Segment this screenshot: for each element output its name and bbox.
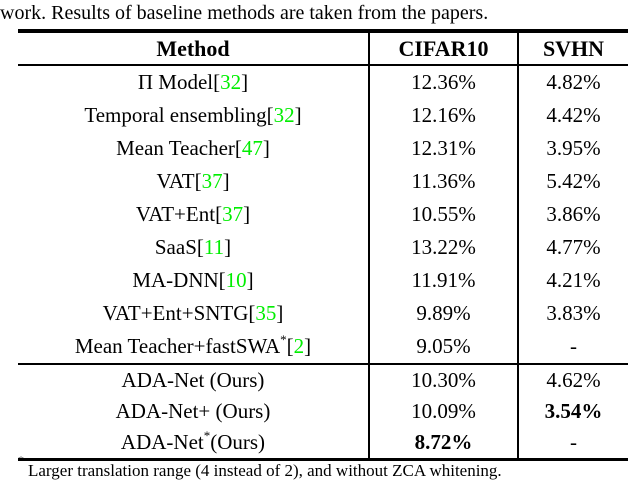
table-row: SaaS [11] 13.22% 4.77% <box>18 231 628 264</box>
method-label: Mean Teacher+fastSWA <box>74 334 281 358</box>
svhn-value-cell: - <box>517 427 628 458</box>
cifar10-value-cell: 8.72% <box>368 427 517 458</box>
method-label: [ <box>194 169 202 193</box>
table-row: VAT+Ent+SNTG [35] 9.89% 3.83% <box>18 297 628 330</box>
svhn-value-cell: 4.62% <box>517 365 628 396</box>
method-cell: ADA-Net * (Ours) <box>120 427 266 455</box>
method-cell: SaaS [11] <box>18 231 368 264</box>
cifar10-value-cell: 9.05% <box>368 330 517 363</box>
method-label: ] <box>224 235 232 259</box>
svhn-value-cell: 3.95% <box>517 132 628 165</box>
results-table: Method CIFAR10 SVHN Π Model [32] 12.36% … <box>18 29 628 461</box>
table-row: VAT [37] 11.36% 5.42% <box>18 165 628 198</box>
svhn-value-cell: 5.42% <box>517 165 628 198</box>
table-row: Mean Teacher[47] 12.31% 3.95% <box>18 132 628 165</box>
cifar10-value-cell: 9.89% <box>368 297 517 330</box>
citation-link[interactable]: 47 <box>241 136 263 160</box>
method-label: VAT <box>156 169 195 193</box>
cifar10-value-cell: 12.16% <box>368 99 517 132</box>
method-cell: ADA-Net+ (Ours) <box>18 396 368 427</box>
method-label: ] <box>262 136 270 160</box>
citation-link[interactable]: 37 <box>222 202 244 226</box>
citation-link[interactable]: 37 <box>201 169 223 193</box>
col-header-cifar10: CIFAR10 <box>368 33 517 64</box>
cifar10-value-cell: 12.31% <box>368 132 517 165</box>
cifar10-value-cell: 12.36% <box>368 66 517 99</box>
table-row: Mean Teacher+fastSWA * [2] 9.05% - <box>18 330 628 363</box>
col-header-svhn: SVHN <box>517 33 628 64</box>
method-label: Π Model <box>137 70 214 94</box>
table-row: Π Model [32] 12.36% 4.82% <box>18 66 628 99</box>
svhn-value-cell: 4.82% <box>517 66 628 99</box>
method-label: VAT+Ent <box>135 202 216 226</box>
method-cell: ADA-Net (Ours) <box>18 365 368 396</box>
citation-link[interactable]: 32 <box>220 70 242 94</box>
svhn-value-cell: 3.54% <box>517 396 628 427</box>
method-label: ] <box>294 103 302 127</box>
method-label: [ <box>213 70 221 94</box>
cifar10-value-cell: 11.91% <box>368 264 517 297</box>
svhn-value-cell: - <box>517 330 628 363</box>
cifar10-value-cell: 13.22% <box>368 231 517 264</box>
method-label: [ <box>218 268 226 292</box>
method-label: ADA-Net+ (Ours) <box>115 399 271 423</box>
cifar10-value-cell: 10.55% <box>368 198 517 231</box>
table-row: ADA-Net+ (Ours) 10.09% 3.54% <box>18 396 628 427</box>
method-cell: MA-DNN [10] <box>18 264 368 297</box>
table-row: MA-DNN [10] 11.91% 4.21% <box>18 264 628 297</box>
method-label: ] <box>246 268 254 292</box>
svhn-value-cell: 4.42% <box>517 99 628 132</box>
citation-link[interactable]: 32 <box>273 103 295 127</box>
svhn-value-cell: 4.77% <box>517 231 628 264</box>
method-label: VAT+Ent+SNTG <box>102 301 249 325</box>
table-row: Temporal ensembling [32] 12.16% 4.42% <box>18 99 628 132</box>
method-label: ] <box>241 70 249 94</box>
table-header-row: Method CIFAR10 SVHN <box>18 33 628 66</box>
citation-link[interactable]: 11 <box>203 235 225 259</box>
method-cell: Mean Teacher+fastSWA * [2] <box>74 331 312 359</box>
method-label: [ <box>196 235 204 259</box>
svhn-value-cell: 3.86% <box>517 198 628 231</box>
footnote-text: Larger translation range (4 instead of 2… <box>28 461 502 480</box>
col-header-method: Method <box>156 35 230 61</box>
method-label: SaaS <box>154 235 197 259</box>
svhn-value-cell: 3.83% <box>517 297 628 330</box>
table-body: Π Model [32] 12.36% 4.82% Temporal ensem… <box>18 66 628 458</box>
footnote-asterisk: * <box>18 453 24 468</box>
method-label: [ <box>248 301 256 325</box>
method-label: [ <box>286 334 294 358</box>
citation-link[interactable]: 35 <box>255 301 277 325</box>
cifar10-value-cell: 10.09% <box>368 396 517 427</box>
method-label: ] <box>222 169 230 193</box>
method-label: ] <box>304 334 312 358</box>
method-label: Temporal ensembling <box>84 103 267 127</box>
svhn-value-cell: 4.21% <box>517 264 628 297</box>
method-cell: VAT [37] <box>18 165 368 198</box>
method-label: (Ours) <box>210 430 266 454</box>
method-label: ] <box>276 301 284 325</box>
table-footnote: * Larger translation range (4 instead of … <box>18 454 628 481</box>
method-label: ] <box>243 202 251 226</box>
method-cell: VAT+Ent [37] <box>18 198 368 231</box>
citation-link[interactable]: 10 <box>225 268 247 292</box>
table-caption: work. Results of baseline methods are ta… <box>0 2 489 24</box>
method-cell: Mean Teacher[47] <box>18 132 368 165</box>
cifar10-value-cell: 11.36% <box>368 165 517 198</box>
table-row: VAT+Ent [37] 10.55% 3.86% <box>18 198 628 231</box>
method-cell: Temporal ensembling [32] <box>18 99 368 132</box>
method-label: Mean Teacher <box>116 136 235 160</box>
method-cell: VAT+Ent+SNTG [35] <box>18 297 368 330</box>
method-label: [ <box>266 103 274 127</box>
table-row: ADA-Net * (Ours) 8.72% - <box>18 427 628 458</box>
method-cell: Π Model [32] <box>18 66 368 99</box>
method-label: [ <box>234 136 242 160</box>
cifar10-value-cell: 10.30% <box>368 365 517 396</box>
method-label: ADA-Net (Ours) <box>121 368 265 392</box>
method-label: [ <box>215 202 223 226</box>
method-label: ADA-Net <box>120 430 204 454</box>
method-label: MA-DNN <box>132 268 219 292</box>
table-row: ADA-Net (Ours) 10.30% 4.62% <box>18 363 628 396</box>
citation-link[interactable]: 2 <box>293 334 305 358</box>
